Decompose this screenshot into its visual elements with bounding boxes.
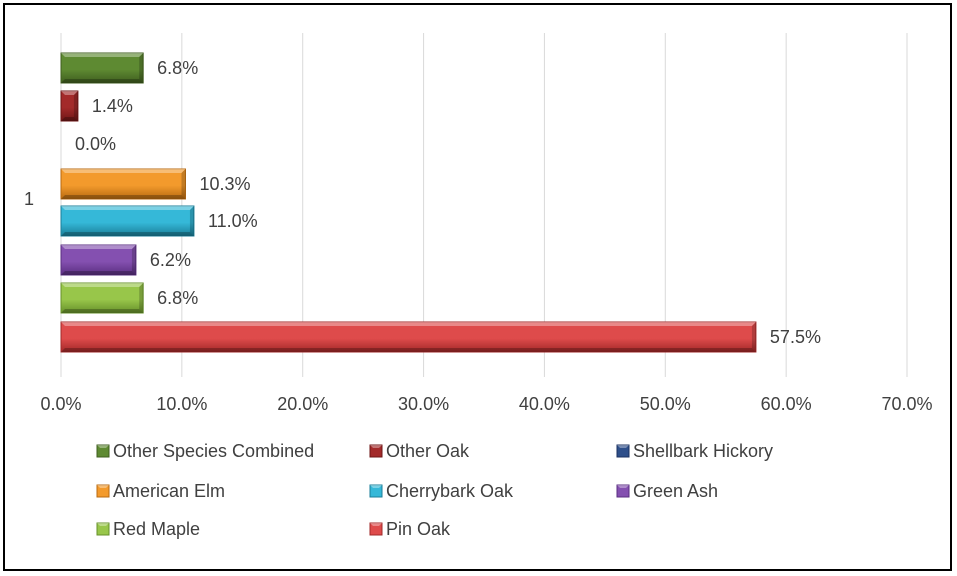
legend-label: American Elm bbox=[113, 481, 225, 501]
data-label: 6.8% bbox=[157, 58, 198, 78]
bar bbox=[60, 244, 137, 276]
x-tick-label: 60.0% bbox=[761, 394, 812, 414]
gridlines bbox=[60, 33, 908, 377]
bars bbox=[60, 52, 757, 353]
legend-swatch bbox=[369, 444, 383, 458]
axes: 0.0% 10.0% 20.0% 30.0% 40.0% 50.0% 60.0% 70.0% 1 bbox=[24, 189, 933, 414]
legend-label: Red Maple bbox=[113, 519, 200, 539]
legend-item: Other Species Combined bbox=[96, 441, 314, 461]
bar bbox=[60, 282, 144, 314]
legend-swatch bbox=[369, 484, 383, 498]
legend-item: Shellbark Hickory bbox=[616, 441, 773, 461]
bar bbox=[60, 168, 186, 200]
data-label: 10.3% bbox=[199, 174, 250, 194]
data-label: 11.0% bbox=[208, 211, 258, 231]
legend-swatch bbox=[96, 444, 110, 458]
legend-label: Other Oak bbox=[386, 441, 470, 461]
data-labels: 6.8% 1.4% 0.0% 10.3% 11.0% 6.2% 6.8% 57.5% bbox=[75, 58, 821, 347]
x-tick-label: 10.0% bbox=[156, 394, 207, 414]
bar bbox=[60, 90, 79, 122]
legend-swatch bbox=[616, 444, 630, 458]
legend-item: Red Maple bbox=[96, 519, 200, 539]
legend-label: Green Ash bbox=[633, 481, 718, 501]
legend-label: Other Species Combined bbox=[113, 441, 314, 461]
legend-swatch bbox=[616, 484, 630, 498]
data-label: 1.4% bbox=[92, 96, 133, 116]
legend-swatch bbox=[369, 522, 383, 536]
data-label: 57.5% bbox=[770, 327, 821, 347]
legend-item: Other Oak bbox=[369, 441, 470, 461]
bar-chart: 6.8% 1.4% 0.0% 10.3% 11.0% 6.2% 6.8% 57.5% 0.0%… bbox=[24, 33, 933, 539]
bar bbox=[60, 52, 144, 84]
legend-swatch bbox=[96, 522, 110, 536]
chart-frame: 6.8% 1.4% 0.0% 10.3% 11.0% 6.2% 6.8% 57.5% 0.0%… bbox=[3, 3, 952, 571]
legend-item: Cherrybark Oak bbox=[369, 481, 514, 501]
x-tick-label: 20.0% bbox=[277, 394, 328, 414]
bar bbox=[60, 205, 195, 237]
legend-label: Pin Oak bbox=[386, 519, 451, 539]
data-label: 6.2% bbox=[150, 250, 191, 270]
category-label: 1 bbox=[24, 189, 34, 209]
x-tick-label: 40.0% bbox=[519, 394, 570, 414]
legend-label: Shellbark Hickory bbox=[633, 441, 773, 461]
data-label: 6.8% bbox=[157, 288, 198, 308]
data-label: 0.0% bbox=[75, 134, 116, 154]
legend-item: American Elm bbox=[96, 481, 225, 501]
x-tick-label: 70.0% bbox=[881, 394, 932, 414]
legend-item: Green Ash bbox=[616, 481, 718, 501]
legend-swatch bbox=[96, 484, 110, 498]
x-tick-label: 0.0% bbox=[40, 394, 81, 414]
x-tick-label: 50.0% bbox=[640, 394, 691, 414]
bar bbox=[60, 321, 757, 353]
legend-label: Cherrybark Oak bbox=[386, 481, 514, 501]
legend-item: Pin Oak bbox=[369, 519, 451, 539]
x-tick-label: 30.0% bbox=[398, 394, 449, 414]
legend: Other Species Combined Other Oak Shellbark… bbox=[96, 441, 773, 539]
